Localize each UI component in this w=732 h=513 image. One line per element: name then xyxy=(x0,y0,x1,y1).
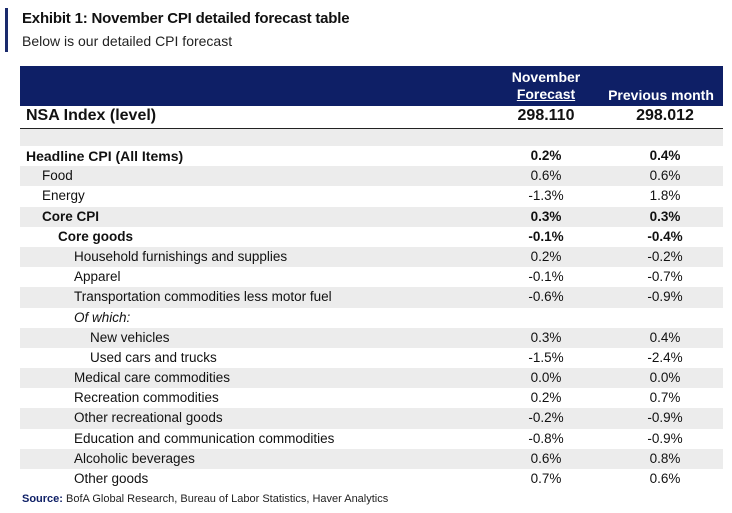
nsa-previous-value: 298.012 xyxy=(636,107,694,124)
row-forecast-value: -1.3% xyxy=(528,188,564,204)
row-previous-value: 1.8% xyxy=(649,188,681,204)
source-text: BofA Global Research, Bureau of Labor St… xyxy=(66,493,389,505)
row-forecast-value: -0.2% xyxy=(528,410,564,426)
row-previous-value: -0.2% xyxy=(647,248,683,264)
source-label: Source: xyxy=(22,493,63,505)
table-row: Alcoholic beverages 0.6% 0.8% xyxy=(20,448,723,469)
table-row: Used cars and trucks -1.5% -2.4% xyxy=(20,348,723,368)
row-forecast-value: -1.5% xyxy=(528,349,564,365)
table-row: Core goods -0.1% -0.4% xyxy=(20,227,723,247)
row-forecast-value: 0.2% xyxy=(530,148,562,163)
row-label: Core goods xyxy=(58,228,134,244)
row-previous-value: 0.0% xyxy=(649,370,681,386)
table-row: Education and communication commodities … xyxy=(20,429,723,449)
source-note: Source: BofA Global Research, Bureau of … xyxy=(22,493,388,505)
table-row: Other recreational goods -0.2% -0.9% xyxy=(20,408,723,429)
row-label: Food xyxy=(42,168,73,184)
row-previous-value: -0.4% xyxy=(647,228,683,244)
row-forecast-value: -0.1% xyxy=(528,269,564,285)
row-forecast-value: -0.8% xyxy=(528,430,564,446)
table-row: New vehicles 0.3% 0.4% xyxy=(20,327,723,348)
table-row: Headline CPI (All Items) 0.2% 0.4% xyxy=(20,146,723,166)
row-label: New vehicles xyxy=(90,329,170,345)
row-label: Core CPI xyxy=(42,208,100,224)
column-header-line1: November xyxy=(511,69,581,85)
row-previous-value: 0.8% xyxy=(649,450,681,466)
row-previous-value: 0.6% xyxy=(649,168,681,184)
row-previous-value: -0.7% xyxy=(647,269,683,285)
nsa-index-row: NSA Index (level) 298.110 298.012 xyxy=(20,106,723,129)
row-label: Transportation commodities less motor fu… xyxy=(74,289,332,305)
row-forecast-value: 0.6% xyxy=(530,450,562,466)
column-header-line2: Forecast xyxy=(516,86,576,102)
table-row: Food 0.6% 0.6% xyxy=(20,166,723,187)
row-forecast-value: 0.0% xyxy=(530,370,562,386)
row-label: Used cars and trucks xyxy=(90,349,217,365)
row-previous-value: -0.9% xyxy=(647,430,683,446)
row-previous-value: 0.4% xyxy=(649,148,681,163)
table-row: Household furnishings and supplies 0.2% … xyxy=(20,246,723,268)
column-header-november-forecast: November Forecast xyxy=(490,69,602,103)
table-row: Transportation commodities less motor fu… xyxy=(20,287,723,308)
exhibit-subtitle: Below is our detailed CPI forecast xyxy=(22,33,233,49)
forecast-table-body: Headline CPI (All Items) 0.2% 0.4% Food … xyxy=(20,146,723,489)
row-label: Medical care commodities xyxy=(74,370,231,386)
row-forecast-value: -0.6% xyxy=(528,289,564,305)
column-header-previous-month: Previous month xyxy=(608,87,714,103)
row-label: Household furnishings and supplies xyxy=(74,248,288,264)
row-label: Headline CPI (All Items) xyxy=(26,148,184,164)
row-label: Other goods xyxy=(74,471,149,486)
table-row: Other goods 0.7% 0.6% xyxy=(20,469,723,489)
table-row: Energy -1.3% 1.8% xyxy=(20,186,723,206)
row-label: Energy xyxy=(42,188,85,204)
nsa-forecast-value: 298.110 xyxy=(517,107,575,124)
table-spacer-row xyxy=(20,129,723,146)
row-forecast-value: 0.6% xyxy=(530,168,562,184)
title-accent-bar xyxy=(5,8,8,52)
exhibit-title: Exhibit 1: November CPI detailed forecas… xyxy=(22,10,350,27)
row-forecast-value: 0.2% xyxy=(530,248,562,264)
row-label: Education and communication commodities xyxy=(74,430,335,446)
row-previous-value: -2.4% xyxy=(647,349,683,365)
table-header: November Forecast Previous month xyxy=(20,66,723,106)
table-row: Recreation commodities 0.2% 0.7% xyxy=(20,388,723,408)
row-previous-value: -0.9% xyxy=(647,289,683,305)
table-row: Core CPI 0.3% 0.3% xyxy=(20,206,723,227)
row-forecast-value: 0.3% xyxy=(530,208,562,224)
row-forecast-value: 0.3% xyxy=(530,329,562,345)
row-forecast-value: 0.7% xyxy=(530,471,562,486)
row-forecast-value: -0.1% xyxy=(528,228,564,244)
row-previous-value: 0.6% xyxy=(649,471,681,486)
table-row: Apparel -0.1% -0.7% xyxy=(20,267,723,287)
row-previous-value: -0.9% xyxy=(647,410,683,426)
table-row: Medical care commodities 0.0% 0.0% xyxy=(20,368,723,389)
row-label: Alcoholic beverages xyxy=(74,450,195,466)
row-label: Apparel xyxy=(74,269,121,285)
row-previous-value: 0.7% xyxy=(649,390,681,406)
row-label: Recreation commodities xyxy=(74,390,219,406)
row-forecast-value: 0.2% xyxy=(530,390,562,406)
nsa-label: NSA Index (level) xyxy=(26,107,157,124)
table-row: Of which: xyxy=(20,308,723,328)
row-previous-value: 0.4% xyxy=(649,329,681,345)
row-previous-value: 0.3% xyxy=(649,208,681,224)
row-label: Of which: xyxy=(74,309,131,325)
row-label: Other recreational goods xyxy=(74,410,223,426)
